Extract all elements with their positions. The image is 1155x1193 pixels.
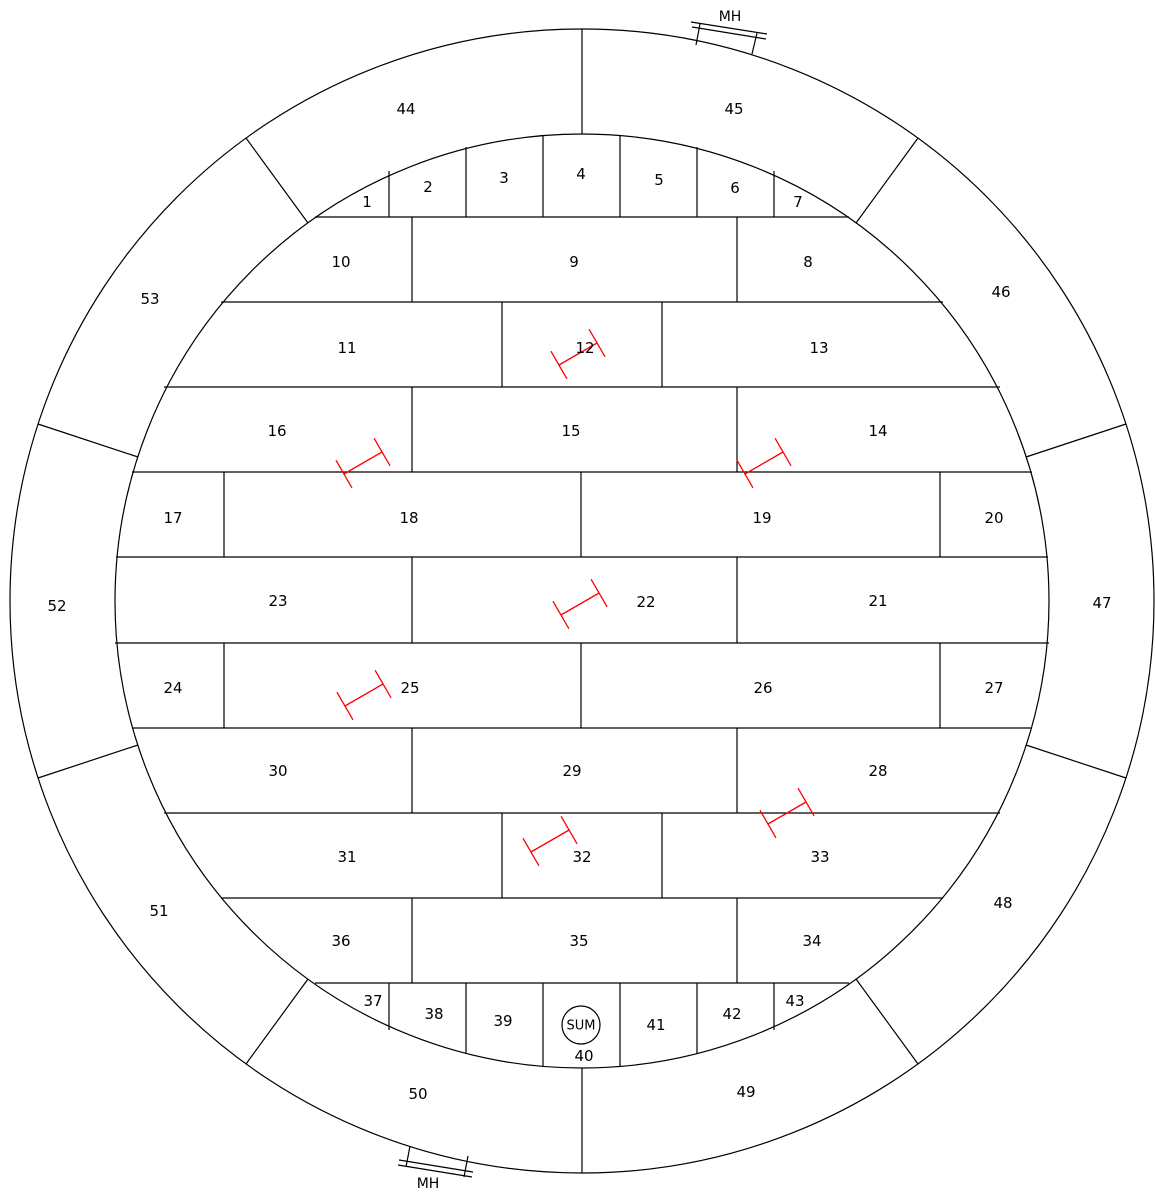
panel-label-37: 37 (363, 992, 382, 1010)
support-beam-markers (335, 328, 815, 867)
annular-label-45: 45 (724, 100, 743, 118)
panel-label-14: 14 (868, 422, 887, 440)
panel-label-23: 23 (268, 592, 287, 610)
annular-label-50: 50 (408, 1085, 427, 1103)
panel-label-43: 43 (785, 992, 804, 1010)
sump: SUM (561, 1005, 601, 1045)
beam-marker (552, 578, 608, 630)
beam-marker (336, 669, 392, 721)
annular-label-46: 46 (991, 283, 1010, 301)
panel-label-28: 28 (868, 762, 887, 780)
panel-label-24: 24 (163, 679, 182, 697)
panel-label-30: 30 (268, 762, 287, 780)
panel-label-26: 26 (753, 679, 772, 697)
beam-marker (335, 437, 391, 489)
annular-label-51: 51 (149, 902, 168, 920)
panel-label-13: 13 (809, 339, 828, 357)
panel-label-9: 9 (569, 253, 579, 271)
panel-label-7: 7 (793, 193, 803, 211)
panel-label-18: 18 (399, 509, 418, 527)
beam-marker (759, 787, 815, 839)
panel-label-33: 33 (810, 848, 829, 866)
outer-shell-circle (9, 28, 1155, 1174)
plate-vertical-dividers (223, 135, 941, 1066)
panel-label-11: 11 (337, 339, 356, 357)
annular-label-47: 47 (1092, 594, 1111, 612)
beam-marker (522, 815, 578, 867)
panel-label-32: 32 (572, 848, 591, 866)
annular-label-52: 52 (47, 597, 66, 615)
panel-label-21: 21 (868, 592, 887, 610)
annular-label-48: 48 (993, 894, 1012, 912)
panel-label-8: 8 (803, 253, 813, 271)
panel-label-4: 4 (576, 165, 586, 183)
panel-label-2: 2 (423, 178, 433, 196)
panel-label-10: 10 (331, 253, 350, 271)
panel-label-20: 20 (984, 509, 1003, 527)
sump-label: SUM (567, 1019, 596, 1034)
panel-label-35: 35 (569, 932, 588, 950)
panel-label-16: 16 (267, 422, 286, 440)
panel-label-41: 41 (646, 1016, 665, 1034)
panel-label-27: 27 (984, 679, 1003, 697)
panel-label-17: 17 (163, 509, 182, 527)
panel-label-1: 1 (362, 193, 372, 211)
panel-label-36: 36 (331, 932, 350, 950)
panel-label-25: 25 (400, 679, 419, 697)
panel-label-40: 40 (574, 1047, 593, 1065)
panel-label-29: 29 (562, 762, 581, 780)
panel-label-22: 22 (636, 593, 655, 611)
panel-label-3: 3 (499, 169, 509, 187)
panel-label-15: 15 (561, 422, 580, 440)
beam-marker (736, 437, 792, 489)
panel-label-5: 5 (654, 171, 664, 189)
annular-dividers (37, 29, 1127, 1173)
sump-circle (561, 1005, 601, 1045)
annular-label-49: 49 (736, 1083, 755, 1101)
beam-marker (550, 328, 606, 380)
manhole-bottom: MH (397, 1145, 474, 1192)
annular-label-44: 44 (396, 100, 415, 118)
panel-label-12: 12 (575, 339, 594, 357)
panel-label-42: 42 (722, 1005, 741, 1023)
panel-label-34: 34 (802, 932, 821, 950)
panel-label-38: 38 (424, 1005, 443, 1023)
manhole-top: MH (690, 9, 768, 55)
panel-labels: 1 2 3 4 5 6 7 8 9 10 11 12 13 14 15 16 1… (163, 165, 1003, 1065)
panel-label-6: 6 (730, 179, 740, 197)
panel-label-19: 19 (752, 509, 771, 527)
panel-label-39: 39 (493, 1012, 512, 1030)
plate-row-lines (115, 216, 1049, 984)
annular-labels: 44 45 46 47 48 49 50 51 52 53 (47, 100, 1111, 1103)
manhole-bottom-label: MH (417, 1176, 440, 1192)
manhole-top-label: MH (719, 9, 742, 25)
panel-label-31: 31 (337, 848, 356, 866)
annular-label-53: 53 (140, 290, 159, 308)
inner-annular-circle (114, 133, 1050, 1069)
